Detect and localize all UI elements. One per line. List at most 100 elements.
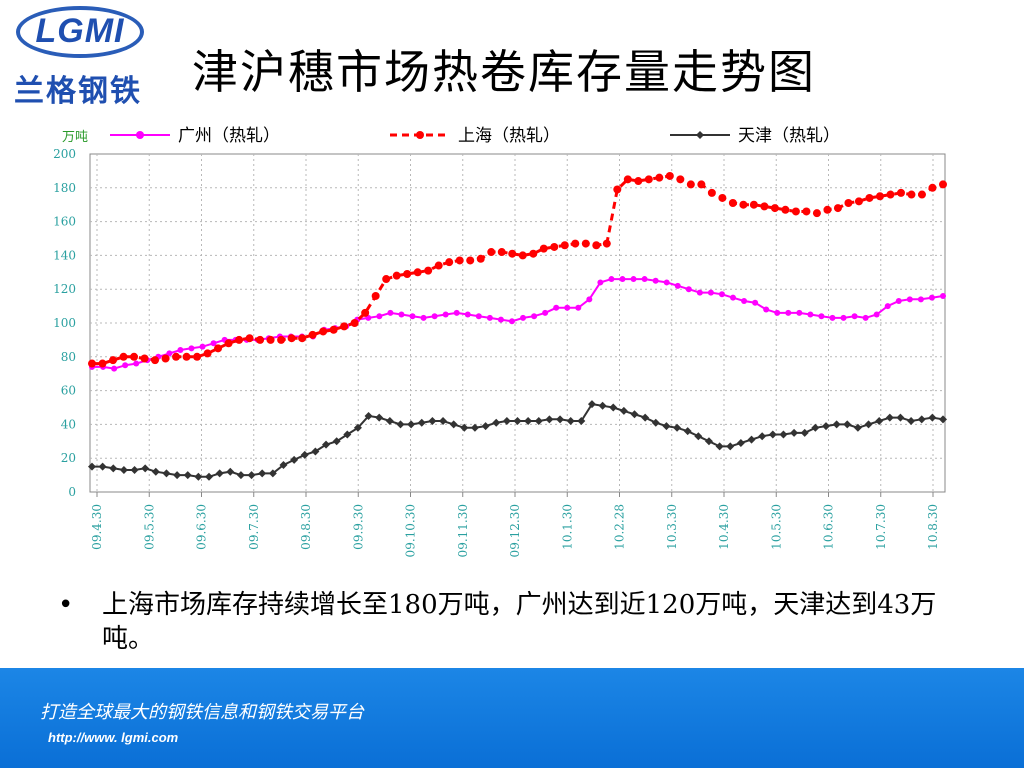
logo-chinese-name: 兰格钢铁 [14,74,142,109]
data-point [875,192,884,201]
data-point [518,251,527,260]
data-point [696,289,703,296]
data-point [781,205,790,214]
data-point [476,254,485,263]
data-point [492,418,501,427]
y-tick-label: 60 [61,384,76,398]
data-point [215,469,224,478]
data-point [673,423,682,432]
data-point [895,298,902,305]
data-point [602,239,611,248]
data-point [796,309,803,316]
data-point [487,248,496,257]
data-point [726,442,735,451]
data-point [332,437,341,446]
data-point [392,271,401,280]
legend-marker [416,131,424,139]
data-point [319,327,328,336]
data-point [854,197,863,206]
data-point [758,432,767,441]
x-tick-label: 10.4.30 [717,504,731,550]
footer-url: http://www. lgmi.com [48,730,179,745]
data-point [718,291,725,298]
data-point [768,430,777,439]
data-point [464,311,471,318]
data-point [375,413,384,422]
y-tick-label: 100 [53,316,76,330]
data-point [575,304,582,311]
data-point [619,406,628,415]
data-point [130,352,139,361]
data-point [151,356,160,365]
data-point [236,471,245,480]
data-point [811,423,820,432]
data-point [587,400,596,409]
data-point [652,277,659,284]
series-line [92,403,944,478]
data-point [586,296,593,303]
data-point [420,314,427,321]
footer-bar: 打造全球最大的钢铁信息和钢铁交易平台 http://www. lgmi.com [0,668,1024,768]
data-point [203,349,212,358]
data-point [258,469,267,478]
data-point [577,417,586,426]
data-point [287,334,296,343]
data-point [424,266,433,275]
data-point [172,352,181,361]
data-point [844,199,853,208]
data-point [641,276,648,283]
summary-bullet: • 上海市场库存持续增长至180万吨，广州达到近120万吨，天津达到43万吨。 [58,588,958,656]
data-point [763,306,770,313]
data-point [188,345,195,352]
data-point [651,418,660,427]
data-point [353,423,362,432]
data-point [674,282,681,289]
y-unit-label: 万吨 [62,130,88,145]
data-point [245,334,254,343]
data-point [623,175,632,184]
data-point [109,356,118,365]
data-point [466,256,475,265]
data-point [133,360,140,367]
x-tick-label: 09.4.30 [90,504,104,550]
data-point [277,335,286,344]
data-point [613,185,622,194]
data-point [896,188,905,197]
data-point [385,417,394,426]
data-point [571,239,580,248]
data-point [707,188,716,197]
data-point [199,343,206,350]
data-point [173,471,182,480]
inventory-line-chart: 0 20 40 60 80 100 120 140 160 180 200 09.4.30 09.5.3… [53,126,947,557]
data-point [531,313,538,320]
y-tick-label: 40 [61,417,76,431]
data-point [529,249,538,258]
data-point [98,462,107,471]
data-point [396,420,405,429]
data-point [409,313,416,320]
y-tick-label: 200 [53,147,76,161]
y-tick-label: 160 [53,215,76,229]
series-line [92,174,944,366]
data-point [928,413,937,422]
data-point [329,325,338,334]
data-point [873,311,880,318]
data-point [728,199,737,208]
x-tick-label: 10.3.30 [665,504,679,550]
data-point [940,292,946,299]
data-point [403,269,412,278]
data-point [875,417,884,426]
data-point [162,469,171,478]
data-point [665,171,674,180]
data-point [177,347,184,354]
data-point [350,319,359,327]
data-point [513,417,522,426]
data-point [917,190,926,199]
data-point [226,467,235,476]
x-tick-label: 09.10.30 [404,504,418,557]
data-point [907,417,916,426]
legend-label: 上海（热轧） [458,126,560,146]
data-point [718,193,727,202]
data-point [109,464,118,473]
data-point [311,447,320,456]
